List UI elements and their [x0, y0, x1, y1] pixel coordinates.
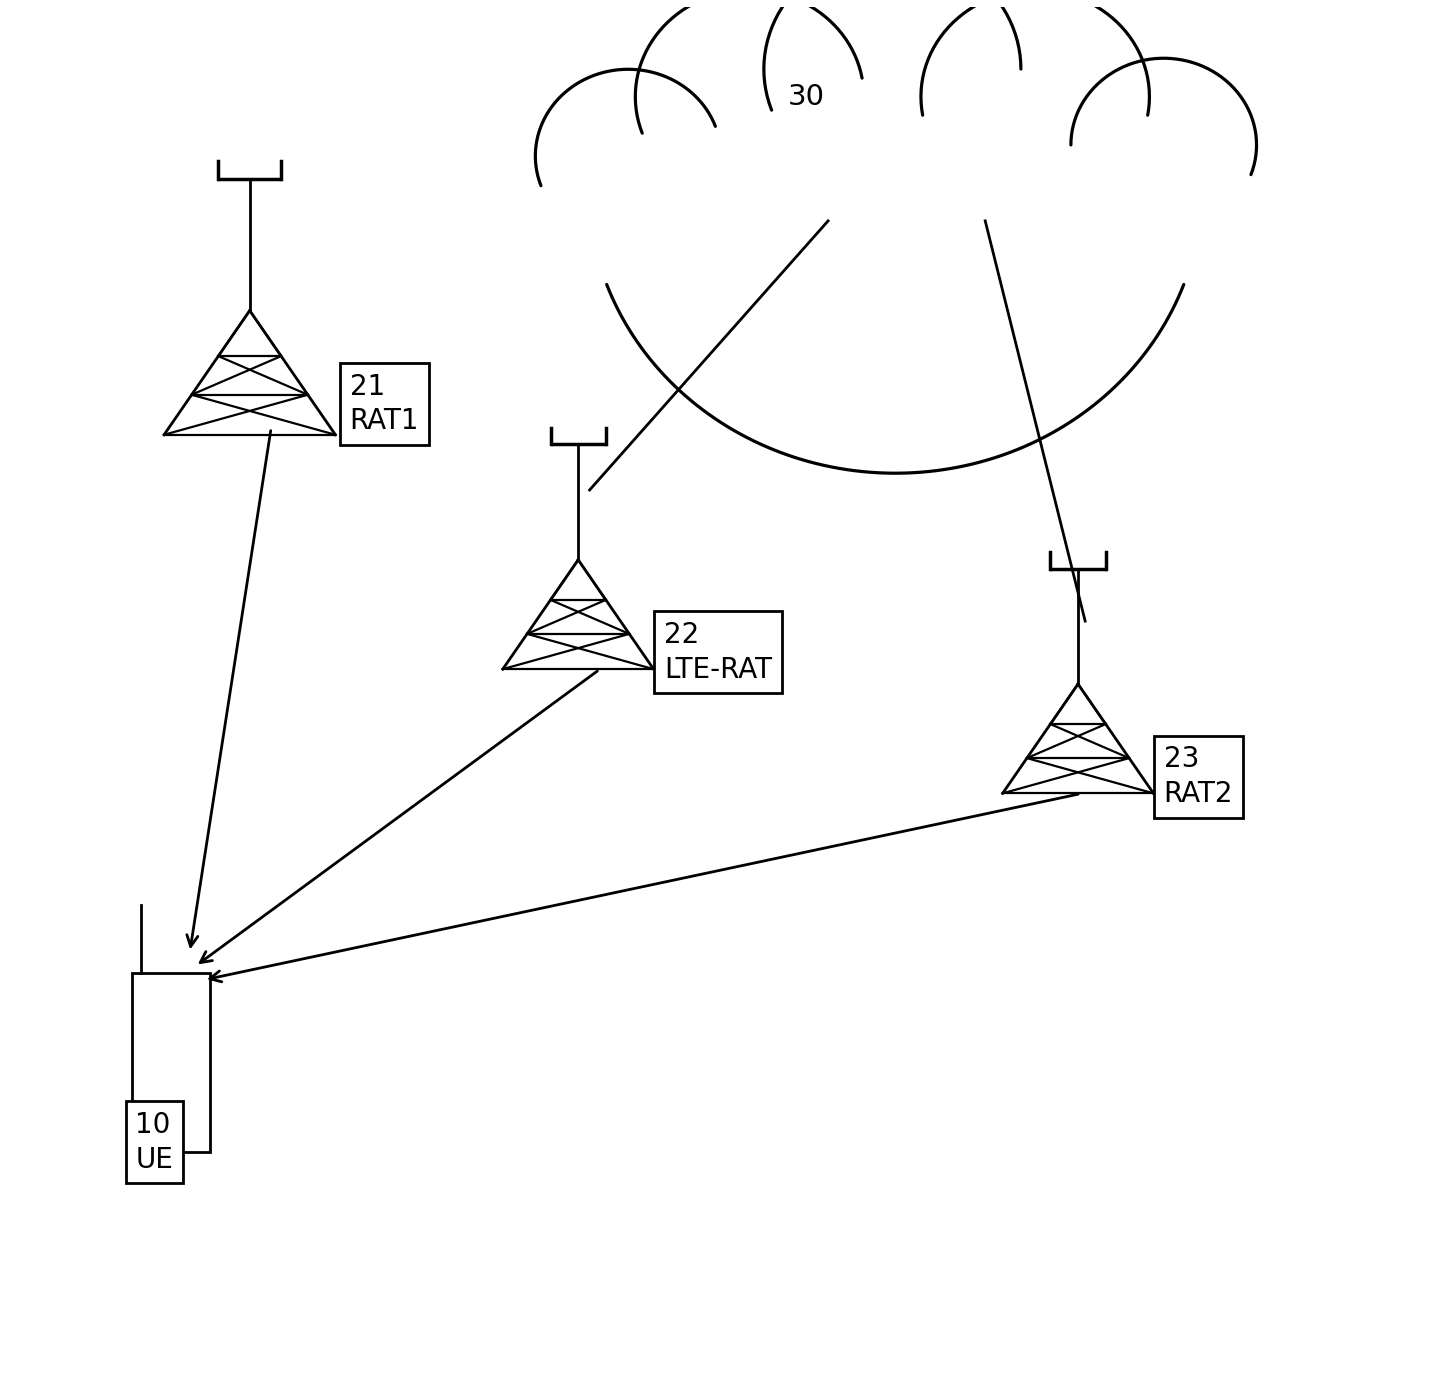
- Bar: [131, 973, 211, 1153]
- Text: 30: 30: [789, 82, 825, 110]
- Text: 21
RAT1: 21 RAT1: [350, 372, 420, 435]
- Polygon shape: [535, 70, 721, 243]
- Polygon shape: [921, 0, 1149, 204]
- Polygon shape: [1071, 59, 1256, 231]
- Polygon shape: [588, 0, 1203, 473]
- Text: 10
UE: 10 UE: [136, 1111, 173, 1174]
- Text: 22
LTE-RAT: 22 LTE-RAT: [663, 622, 771, 683]
- Text: 23
RAT2: 23 RAT2: [1164, 746, 1233, 809]
- Polygon shape: [764, 0, 1021, 190]
- Polygon shape: [636, 0, 864, 204]
